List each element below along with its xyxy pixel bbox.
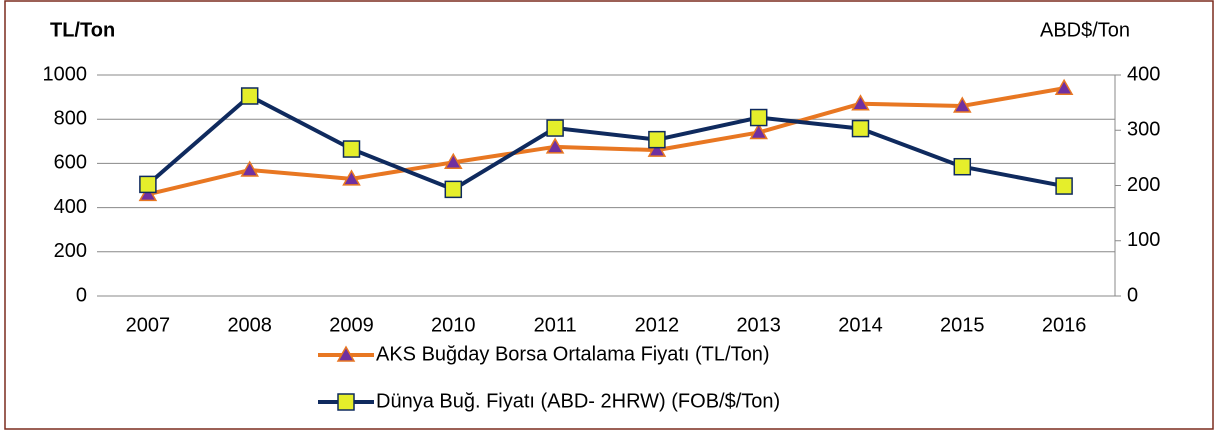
x-tick-label: 2007: [126, 314, 171, 336]
x-tick-label: 2008: [227, 314, 272, 336]
legend-marker: [337, 393, 355, 411]
series-line: [146, 93, 1065, 192]
x-tick-label: 2015: [940, 314, 985, 336]
point: [342, 140, 361, 158]
y-tick-label: 200: [54, 240, 87, 262]
x-tick-label: 2009: [329, 314, 374, 336]
x-tick-label: 2012: [635, 314, 680, 336]
point: [953, 157, 972, 176]
point: [749, 108, 768, 127]
point: [444, 152, 463, 170]
point: [749, 122, 768, 140]
x-tick-label: 2016: [1042, 314, 1087, 336]
point: [240, 160, 259, 177]
point: [648, 130, 666, 149]
y2-tick-label: 200: [1127, 174, 1160, 196]
point: [342, 169, 361, 186]
y-tick-label: 600: [54, 152, 87, 174]
x-tick-label: 2014: [838, 314, 883, 336]
y2-tick-label: 400: [1127, 63, 1160, 85]
legend-marker: [336, 345, 356, 362]
point: [240, 87, 259, 105]
x-tick-label: 2010: [431, 314, 476, 336]
point: [851, 119, 870, 138]
legend-label: AKS Buğday Borsa Ortalama Fiyatı (TL/Ton…: [376, 343, 770, 365]
legend-label: Dünya Buğ. Fiyatı (ABD- 2HRW) (FOB/$/Ton…: [376, 390, 780, 412]
y2-tick-label: 300: [1127, 119, 1160, 141]
point: [851, 94, 870, 111]
series-line: [147, 86, 1065, 197]
y2-axis-label: ABD$/Ton: [1040, 19, 1130, 41]
y-axis-label: TL/Ton: [50, 19, 115, 41]
point: [139, 175, 157, 194]
point: [1055, 177, 1073, 195]
y-tick-label: 0: [76, 284, 87, 306]
chart-border: [4, 0, 1214, 430]
point: [953, 96, 972, 113]
point: [138, 184, 158, 202]
y2-tick-label: 0: [1127, 284, 1138, 306]
point: [546, 119, 564, 137]
x-tick-label: 2011: [534, 314, 577, 336]
point: [647, 140, 667, 157]
point: [1054, 78, 1074, 96]
x-tick-label: 2013: [736, 314, 781, 336]
point: [545, 137, 565, 154]
y-tick-label: 1000: [43, 63, 88, 85]
y2-tick-label: 100: [1127, 229, 1160, 251]
y-tick-label: 800: [54, 107, 87, 129]
y-tick-label: 400: [54, 196, 87, 218]
point: [444, 180, 463, 199]
